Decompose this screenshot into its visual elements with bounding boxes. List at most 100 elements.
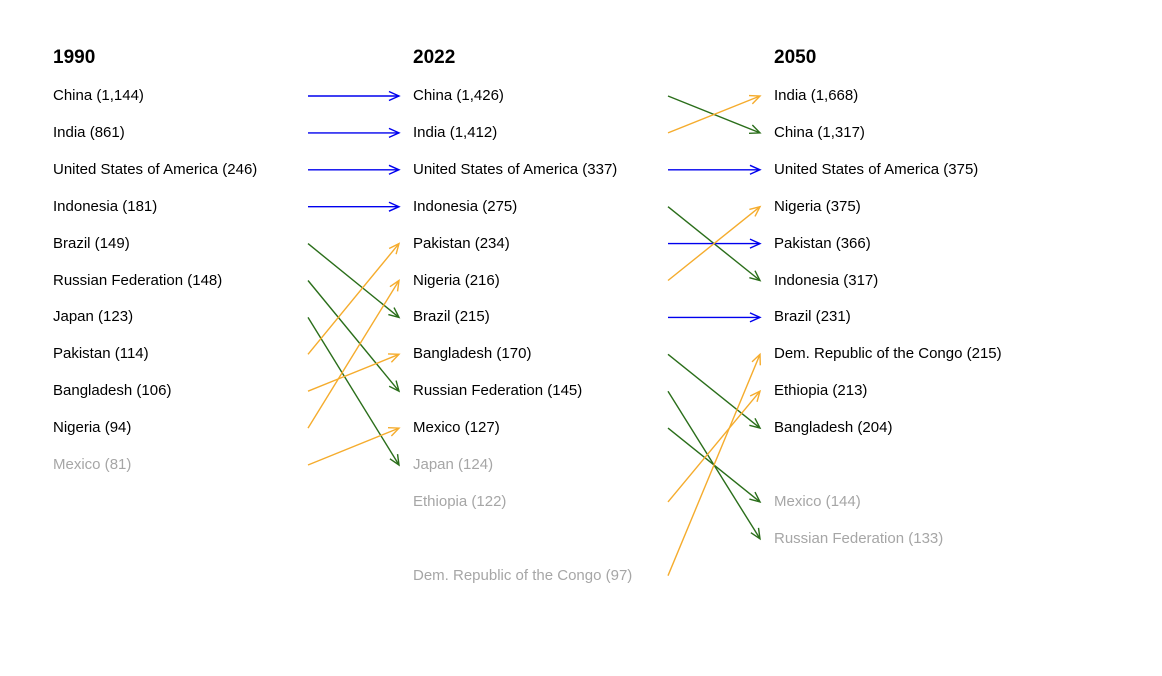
country-name: United States of America: [413, 160, 579, 178]
value-close-paren: ): [862, 382, 868, 400]
value-open-paren: (: [543, 382, 553, 400]
value-open-paren: (: [806, 87, 816, 104]
arrow-2022-2050-1: [667, 94, 762, 134]
country-label-1990-8: Bangladesh (106): [53, 382, 171, 400]
value-open-paren: (: [460, 419, 470, 437]
value-close-paren: ): [492, 123, 498, 141]
country-name: United States of America: [774, 160, 940, 178]
country-name: Brazil: [53, 234, 91, 252]
country-name: Dem. Republic of the Congo: [774, 345, 963, 363]
column-title-2050: 2050: [774, 47, 817, 68]
value-close-paren: ): [859, 123, 865, 141]
population-value: 124: [463, 456, 489, 473]
country-name: Pakistan: [774, 234, 832, 252]
value-open-paren: (: [92, 87, 102, 104]
value-close-paren: ): [119, 123, 125, 141]
country-label-2050-6: Brazil (231): [774, 308, 851, 326]
arrow-2022-2050-7: [667, 353, 762, 430]
value-open-paren: (: [839, 271, 849, 289]
value-open-paren: (: [118, 197, 128, 215]
arrow-1990-2022-10: [307, 427, 401, 466]
arrow-2022-2050-6: [668, 312, 762, 323]
population-value: 148: [192, 271, 218, 289]
arrow-1990-2022-5: [307, 280, 401, 393]
country-label-2022-7: Bangladesh (170): [413, 345, 531, 363]
arrow-1990-2022-8: [307, 353, 401, 392]
country-label-2050-8: Ethiopia (213): [774, 382, 867, 400]
value-open-paren: (: [183, 271, 193, 289]
population-value: 215: [459, 308, 485, 326]
value-close-paren: ): [488, 456, 494, 473]
country-name: Pakistan: [53, 345, 111, 363]
country-name: Nigeria: [774, 197, 822, 215]
population-value: 122: [476, 492, 502, 510]
value-close-paren: ): [973, 160, 979, 178]
value-close-paren: ): [865, 234, 871, 252]
population-value: 234: [479, 234, 505, 252]
arrow-1990-2022-6: [307, 317, 400, 467]
value-close-paren: ): [152, 197, 158, 215]
value-close-paren: ): [887, 419, 893, 437]
population-value: 133: [913, 529, 939, 547]
value-open-paren: (: [813, 123, 823, 141]
value-open-paren: (: [904, 529, 914, 547]
country-label-2050-0: India (1,668): [774, 87, 858, 105]
population-value: 181: [127, 197, 153, 215]
value-open-paren: (: [460, 271, 470, 289]
country-name: Japan: [53, 308, 94, 326]
population-value: 215: [971, 345, 997, 363]
country-name: China: [53, 87, 93, 104]
country-name: Ethiopia: [774, 382, 829, 400]
value-close-paren: ): [845, 308, 851, 326]
value-open-paren: (: [821, 492, 831, 510]
value-open-paren: (: [132, 382, 142, 400]
arrow-2022-2050-10: [667, 389, 762, 503]
country-name: Russian Federation: [413, 382, 544, 400]
value-close-paren: ): [996, 345, 1002, 363]
value-open-paren: (: [100, 419, 110, 437]
country-label-1990-4: Brazil (149): [53, 235, 130, 253]
population-value: 1,144: [101, 87, 139, 104]
country-name: Bangladesh: [53, 382, 133, 400]
country-label-1990-5: Russian Federation (148): [53, 272, 222, 290]
country-name: Indonesia: [413, 197, 479, 215]
country-name: India: [774, 87, 807, 104]
arrow-2022-2050-11: [667, 352, 761, 576]
country-label-1990-7: Pakistan (114): [53, 345, 149, 363]
country-label-2022-1: India (1,412): [413, 124, 497, 142]
country-label-2022-11: Ethiopia (122): [413, 493, 506, 511]
country-label-1990-3: Indonesia (181): [53, 198, 157, 216]
country-label-2050-9: Bangladesh (204): [774, 419, 892, 437]
value-close-paren: ): [128, 308, 134, 326]
value-open-paren: (: [601, 566, 611, 584]
value-open-paren: (: [478, 197, 488, 215]
value-open-paren: (: [445, 123, 455, 141]
value-close-paren: ): [124, 234, 130, 252]
population-value: 375: [948, 160, 974, 178]
country-label-2022-0: China (1,426): [413, 87, 504, 105]
value-close-paren: ): [126, 456, 132, 473]
country-name: United States of America: [53, 160, 219, 178]
population-value: 1,668: [815, 87, 854, 104]
value-open-paren: (: [110, 345, 120, 363]
country-name: Mexico: [413, 419, 461, 437]
value-close-paren: ): [143, 345, 149, 363]
value-open-paren: (: [93, 308, 104, 326]
value-open-paren: (: [470, 234, 480, 252]
value-close-paren: ): [873, 271, 879, 289]
column-title-1990: 1990: [53, 47, 96, 68]
value-open-paren: (: [452, 87, 462, 104]
country-label-1990-6: Japan (123): [53, 308, 133, 326]
population-value: 123: [103, 308, 129, 326]
value-open-paren: (: [100, 456, 110, 473]
country-name: India: [413, 123, 446, 141]
population-value: 861: [94, 123, 120, 141]
value-close-paren: ): [853, 87, 859, 104]
value-close-paren: ): [138, 87, 144, 104]
arrow-1990-2022-3: [308, 201, 401, 212]
population-value: 231: [820, 308, 846, 326]
country-name: Pakistan: [413, 234, 471, 252]
arrow-2022-2050-2: [668, 164, 762, 175]
population-value: 149: [99, 234, 125, 252]
country-label-2050-5: Indonesia (317): [774, 272, 878, 290]
